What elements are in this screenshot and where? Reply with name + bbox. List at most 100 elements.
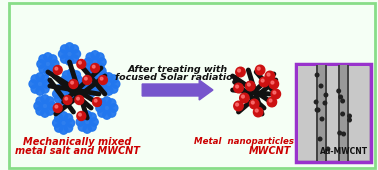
Circle shape [91, 65, 99, 73]
Bar [318, 65, 325, 161]
Circle shape [84, 118, 91, 126]
Circle shape [253, 107, 263, 117]
Circle shape [72, 71, 81, 79]
Circle shape [100, 75, 108, 83]
Circle shape [84, 58, 92, 66]
Circle shape [267, 73, 270, 76]
Bar [338, 65, 349, 161]
Circle shape [63, 96, 72, 105]
Circle shape [94, 99, 97, 102]
Circle shape [36, 73, 44, 81]
Circle shape [53, 104, 62, 113]
Circle shape [39, 55, 47, 63]
Circle shape [255, 109, 258, 112]
Bar [316, 65, 327, 161]
Circle shape [315, 108, 319, 112]
Circle shape [98, 99, 106, 107]
Circle shape [48, 102, 56, 110]
Circle shape [98, 109, 106, 117]
Circle shape [100, 77, 103, 80]
Circle shape [65, 97, 68, 100]
Text: After treating with: After treating with [127, 65, 228, 74]
Circle shape [67, 83, 76, 91]
Circle shape [44, 53, 52, 61]
Circle shape [271, 81, 274, 84]
Circle shape [62, 81, 71, 89]
Bar [298, 66, 369, 160]
Circle shape [94, 82, 102, 90]
Circle shape [85, 77, 87, 80]
Circle shape [53, 65, 62, 74]
Circle shape [87, 82, 95, 90]
Circle shape [257, 67, 260, 70]
Circle shape [80, 82, 88, 90]
Circle shape [82, 77, 90, 85]
Circle shape [342, 132, 345, 136]
Circle shape [88, 123, 96, 131]
Circle shape [323, 101, 327, 105]
Circle shape [90, 118, 98, 126]
Circle shape [86, 53, 94, 61]
Circle shape [77, 59, 86, 69]
Circle shape [337, 89, 341, 93]
Circle shape [248, 83, 250, 86]
FancyArrow shape [142, 80, 213, 100]
Circle shape [59, 97, 68, 105]
Circle shape [103, 111, 111, 119]
Circle shape [108, 109, 116, 117]
Circle shape [60, 119, 67, 127]
Circle shape [59, 112, 68, 120]
Circle shape [75, 96, 84, 105]
Circle shape [65, 43, 74, 51]
Circle shape [98, 58, 106, 66]
Text: MWCNT: MWCNT [249, 146, 291, 156]
Circle shape [105, 80, 112, 88]
Circle shape [53, 119, 61, 127]
Circle shape [36, 87, 44, 95]
Circle shape [36, 97, 44, 105]
Circle shape [92, 65, 95, 68]
Circle shape [41, 109, 49, 117]
Circle shape [235, 103, 239, 106]
Circle shape [66, 50, 73, 58]
Circle shape [93, 79, 101, 87]
Circle shape [70, 55, 79, 63]
Circle shape [316, 108, 320, 112]
Circle shape [269, 79, 279, 89]
Circle shape [74, 76, 82, 84]
Circle shape [55, 67, 58, 70]
Circle shape [235, 85, 239, 88]
Circle shape [105, 87, 113, 95]
Circle shape [83, 111, 91, 119]
Circle shape [259, 77, 269, 87]
Circle shape [91, 51, 99, 59]
Circle shape [76, 118, 84, 126]
Circle shape [98, 80, 106, 88]
Circle shape [60, 90, 67, 98]
Circle shape [31, 85, 39, 93]
Circle shape [92, 77, 100, 85]
Circle shape [88, 113, 96, 121]
Circle shape [324, 93, 328, 97]
Circle shape [64, 95, 73, 103]
Circle shape [96, 53, 104, 61]
Circle shape [273, 91, 276, 94]
Text: focused Solar radiation: focused Solar radiation [115, 73, 240, 82]
Circle shape [110, 75, 118, 83]
Circle shape [251, 101, 254, 104]
Circle shape [83, 75, 91, 84]
Circle shape [88, 67, 96, 75]
Circle shape [242, 95, 245, 98]
Circle shape [78, 123, 87, 131]
Circle shape [39, 65, 47, 73]
Circle shape [236, 67, 245, 77]
Circle shape [341, 99, 344, 103]
Circle shape [112, 80, 120, 88]
Circle shape [100, 72, 108, 80]
Circle shape [59, 126, 68, 134]
Circle shape [86, 72, 94, 80]
Circle shape [246, 81, 255, 91]
Circle shape [87, 75, 95, 83]
Circle shape [98, 67, 106, 75]
Circle shape [88, 77, 96, 85]
